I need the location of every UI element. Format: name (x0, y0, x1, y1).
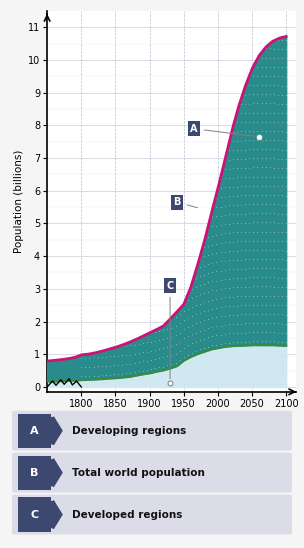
Bar (18, 498, 50, 532)
Text: B: B (173, 197, 197, 208)
Text: B: B (30, 467, 38, 478)
Text: C: C (166, 281, 174, 379)
Text: A: A (30, 426, 38, 436)
Text: Developed regions: Developed regions (72, 510, 182, 520)
FancyBboxPatch shape (12, 411, 292, 450)
Bar (18, 414, 50, 448)
Y-axis label: Population (billions): Population (billions) (14, 150, 24, 253)
Bar (18, 455, 50, 490)
Text: Developing regions: Developing regions (72, 426, 186, 436)
FancyBboxPatch shape (12, 495, 292, 534)
Text: C: C (30, 510, 38, 520)
FancyArrow shape (50, 417, 62, 444)
FancyArrow shape (50, 459, 62, 487)
Text: A: A (190, 124, 255, 136)
FancyArrow shape (50, 501, 62, 528)
X-axis label: Year: Year (156, 413, 187, 426)
Text: Total world population: Total world population (72, 467, 205, 478)
FancyBboxPatch shape (12, 453, 292, 493)
